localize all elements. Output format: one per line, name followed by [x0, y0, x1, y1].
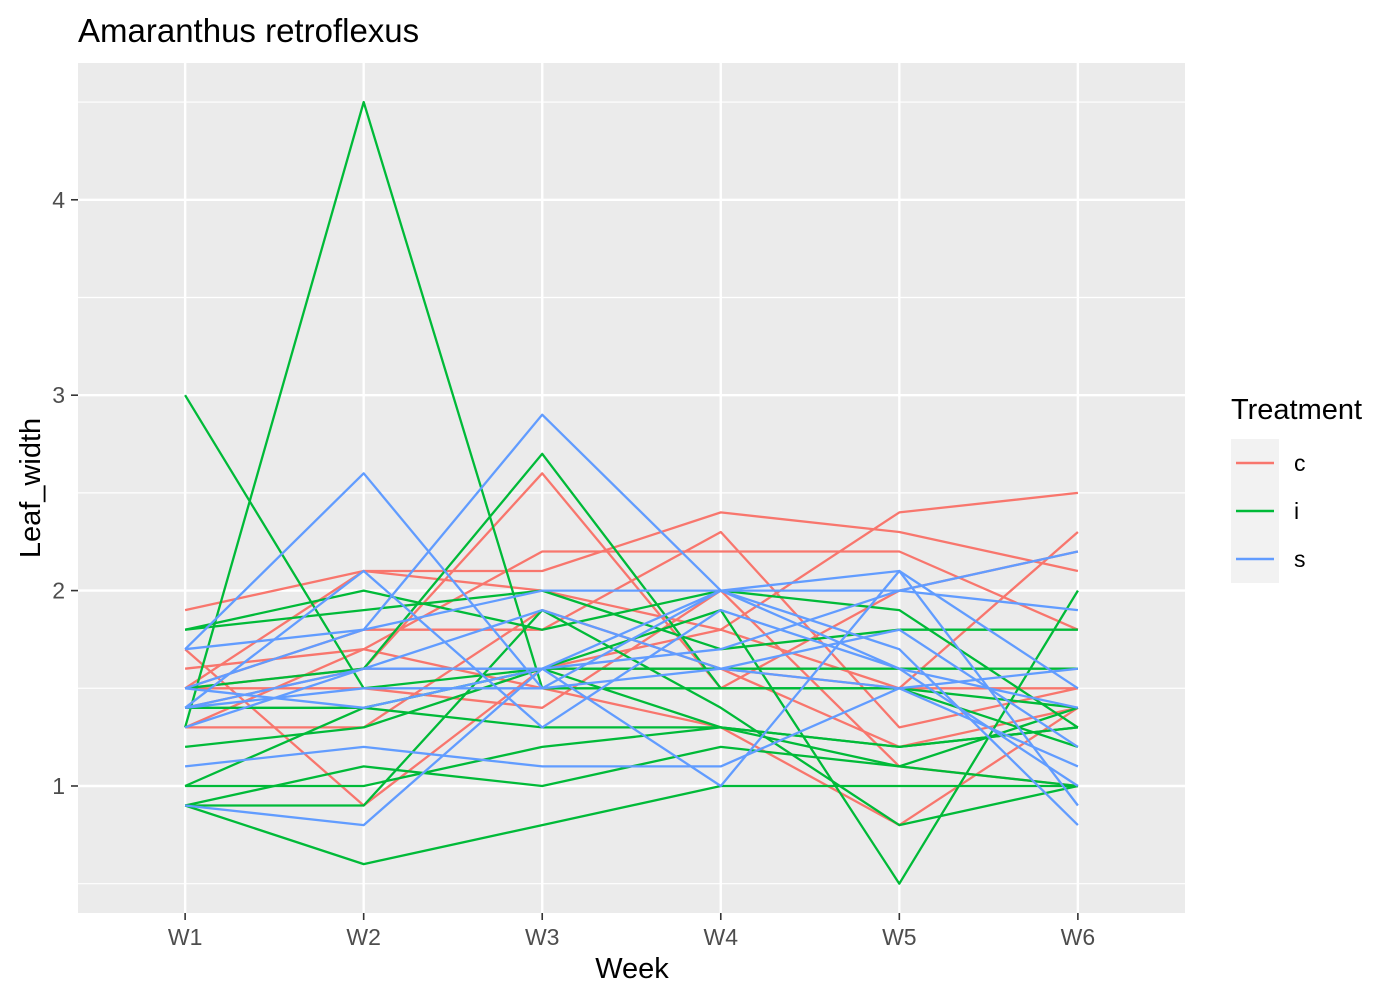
series-line-s — [184, 628, 1079, 748]
series-line-i — [184, 784, 1078, 866]
series-line-s — [184, 608, 1079, 729]
series-line-c — [184, 550, 1079, 670]
legend-label-c: c — [1294, 450, 1306, 476]
series-line-s — [184, 569, 1079, 787]
series-line-s — [184, 550, 1079, 709]
series-line-i — [184, 452, 1079, 709]
legend-title: Treatment — [1231, 394, 1362, 426]
series-line-i — [185, 726, 1079, 788]
legend-label-i: i — [1294, 498, 1299, 524]
x-axis: W1 W2 W3 W4 W5 W6 — [168, 913, 1095, 950]
y-axis-title: Leaf_width — [15, 418, 47, 558]
x-tick-label: W3 — [525, 924, 560, 950]
series-lines — [183, 100, 1079, 885]
y-tick-label: 3 — [52, 382, 65, 408]
series-line-s — [184, 589, 1079, 709]
x-tick-label: W4 — [704, 924, 739, 950]
x-tick-label: W2 — [346, 924, 381, 950]
plot-panel — [78, 63, 1185, 913]
major-gridlines — [78, 63, 1185, 913]
x-tick-label: W6 — [1061, 924, 1096, 950]
x-axis-title: Week — [595, 953, 669, 985]
series-line-s — [184, 413, 1079, 826]
series-line-c — [184, 648, 1079, 827]
series-line-s — [184, 687, 1079, 768]
y-tick-label: 2 — [52, 578, 65, 604]
series-line-s — [184, 569, 1079, 827]
x-tick-label: W5 — [882, 924, 917, 950]
y-axis: 1 2 3 4 — [52, 187, 78, 799]
series-line-i — [183, 100, 1079, 748]
series-line-c — [184, 511, 1079, 612]
y-tick-label: 1 — [52, 773, 65, 799]
y-tick-label: 4 — [52, 187, 65, 213]
series-line-i — [184, 589, 1079, 729]
x-tick-label: W1 — [168, 924, 203, 950]
legend: Treatment cis — [1231, 394, 1362, 583]
chart-title: Amaranthus retroflexus — [78, 12, 419, 49]
legend-label-s: s — [1294, 546, 1306, 572]
series-line-s — [184, 569, 1079, 690]
